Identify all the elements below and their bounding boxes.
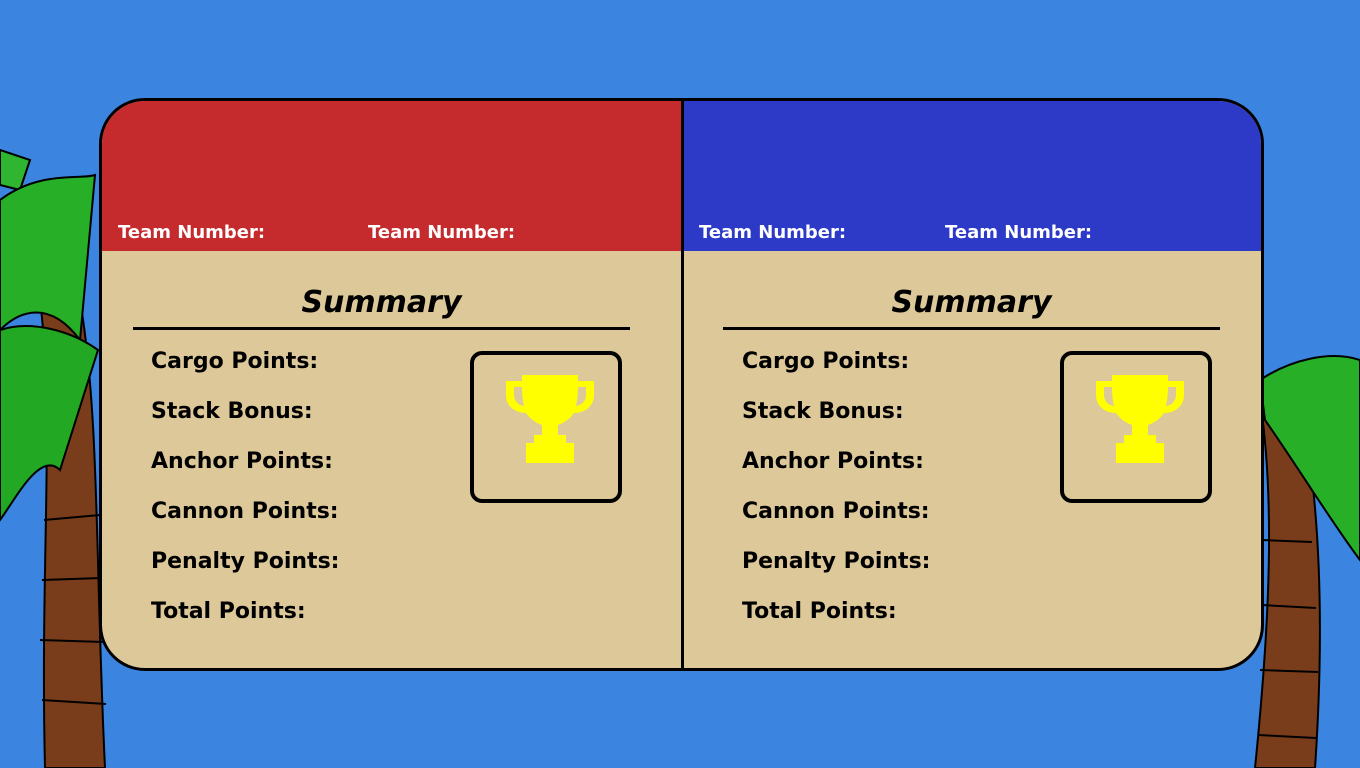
blue-team-number-label-2: Team Number: <box>945 222 1093 243</box>
red-team-banner: Team Number: Team Number: <box>102 101 681 251</box>
red-cargo-points-label: Cargo Points: <box>151 349 319 374</box>
scoreboard-panel: Team Number: Team Number: Summary Cargo … <box>99 98 1264 671</box>
red-summary-divider <box>133 327 630 330</box>
red-stack-bonus-label: Stack Bonus: <box>151 399 313 424</box>
red-alliance-panel: Team Number: Team Number: Summary Cargo … <box>102 101 681 668</box>
red-total-points-label: Total Points: <box>151 599 306 624</box>
blue-cannon-points-label: Cannon Points: <box>742 499 930 524</box>
blue-summary-divider <box>723 327 1220 330</box>
red-team-number-label-2: Team Number: <box>368 222 516 243</box>
blue-total-points-label: Total Points: <box>742 599 897 624</box>
red-penalty-points-label: Penalty Points: <box>151 549 340 574</box>
trophy-icon <box>1096 375 1184 463</box>
blue-anchor-points-label: Anchor Points: <box>742 449 924 474</box>
red-cannon-points-label: Cannon Points: <box>151 499 339 524</box>
trophy-icon <box>506 375 594 463</box>
blue-stack-bonus-label: Stack Bonus: <box>742 399 904 424</box>
palm-tree-right-icon <box>1253 355 1360 768</box>
blue-cargo-points-label: Cargo Points: <box>742 349 910 374</box>
red-team-number-label-1: Team Number: <box>118 222 266 243</box>
red-summary-title: Summary <box>301 285 462 320</box>
blue-penalty-points-label: Penalty Points: <box>742 549 931 574</box>
center-divider <box>681 101 684 668</box>
blue-summary-title: Summary <box>891 285 1052 320</box>
blue-team-number-label-1: Team Number: <box>699 222 847 243</box>
red-anchor-points-label: Anchor Points: <box>151 449 333 474</box>
blue-team-banner: Team Number: Team Number: <box>684 101 1261 251</box>
palm-tree-left-icon <box>0 148 107 768</box>
red-trophy-box <box>470 351 622 503</box>
blue-alliance-panel: Team Number: Team Number: Summary Cargo … <box>684 101 1261 668</box>
blue-trophy-box <box>1060 351 1212 503</box>
